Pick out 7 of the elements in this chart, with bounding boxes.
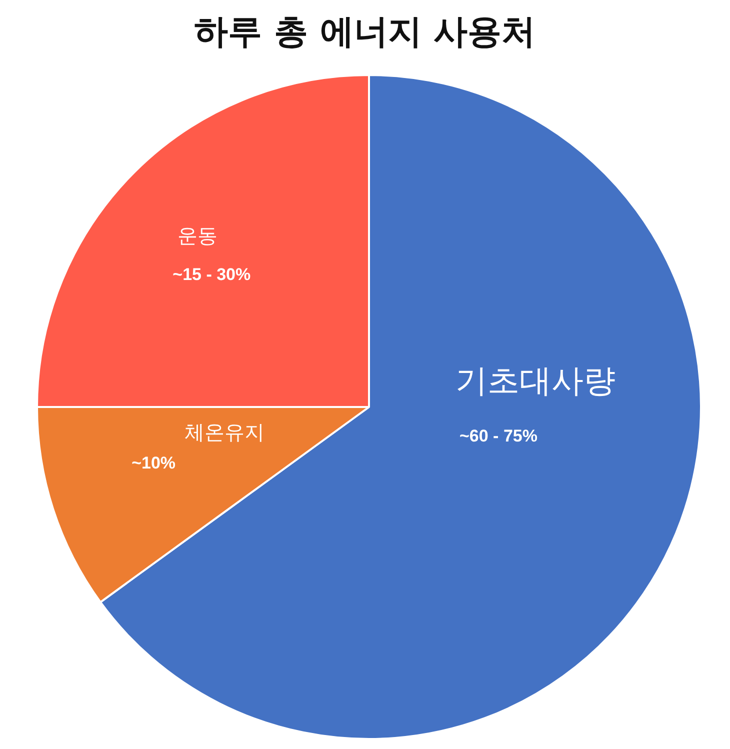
slice-label: 체온유지 [184,420,265,444]
slice-label: 기초대사량 [456,361,616,400]
text: ~10% [132,453,176,472]
text: ~15 - 30% [172,265,251,284]
text: ~60 - 75% [459,426,538,446]
chart-title: 하루 총 에너지 사용처 [193,11,537,54]
slice-label: 운동 [177,224,218,248]
